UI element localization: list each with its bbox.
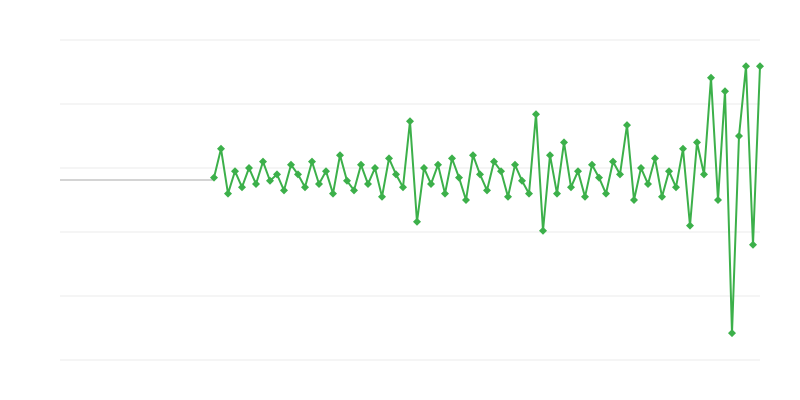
point-marker — [707, 73, 715, 82]
point-marker — [560, 138, 568, 147]
point-marker — [462, 196, 470, 204]
point-marker — [413, 217, 421, 226]
point-marker — [511, 160, 519, 169]
point-marker — [518, 176, 526, 185]
point-marker — [658, 192, 666, 201]
point-marker — [693, 138, 701, 147]
point-marker — [581, 192, 589, 201]
point-marker — [686, 221, 694, 230]
point-marker — [539, 226, 547, 235]
point-marker — [574, 167, 582, 176]
point-marker — [616, 170, 624, 179]
point-marker — [420, 164, 428, 172]
point-marker — [532, 110, 540, 119]
point-marker — [448, 154, 456, 163]
point-marker — [679, 144, 687, 153]
point-marker — [364, 180, 372, 188]
point-marker — [623, 121, 631, 130]
point-marker — [350, 186, 358, 195]
point-marker — [322, 167, 330, 176]
point-marker — [294, 170, 302, 179]
point-marker — [399, 183, 407, 192]
point-marker — [371, 164, 379, 172]
point-marker — [329, 189, 337, 198]
point-marker — [721, 87, 729, 96]
point-marker — [357, 160, 365, 169]
point-marker — [378, 192, 386, 201]
point-marker — [385, 154, 393, 163]
point-marker — [217, 144, 225, 153]
point-marker — [301, 183, 309, 192]
point-marker — [651, 154, 659, 163]
point-marker — [427, 180, 435, 188]
point-marker — [266, 176, 274, 185]
point-marker — [455, 173, 463, 182]
point-marker — [252, 180, 260, 188]
point-marker — [504, 192, 512, 201]
point-marker — [700, 170, 708, 179]
point-marker — [595, 173, 603, 182]
point-marker — [245, 164, 253, 172]
point-marker — [672, 183, 680, 192]
point-marker — [336, 151, 344, 160]
point-marker — [497, 167, 505, 176]
point-marker — [602, 189, 610, 198]
point-marker — [259, 157, 267, 166]
point-marker — [749, 240, 757, 249]
point-marker — [588, 160, 596, 169]
point-marker — [630, 196, 638, 204]
point-marker — [546, 151, 554, 160]
point-marker — [735, 132, 743, 140]
series-line — [213, 66, 761, 334]
point-marker — [273, 170, 281, 179]
point-marker — [476, 170, 484, 179]
point-marker — [280, 186, 288, 195]
point-marker — [490, 157, 498, 166]
point-marker — [287, 160, 295, 169]
point-marker — [525, 189, 533, 198]
point-marker — [315, 180, 323, 188]
point-marker — [469, 151, 477, 160]
point-marker — [441, 189, 449, 198]
point-marker — [742, 62, 750, 71]
point-marker — [392, 170, 400, 179]
point-marker — [210, 173, 218, 182]
point-marker — [434, 160, 442, 169]
point-marker — [224, 189, 232, 198]
point-marker — [567, 183, 575, 192]
point-marker — [343, 176, 351, 185]
point-marker — [714, 196, 722, 204]
point-marker — [637, 164, 645, 172]
point-marker — [231, 167, 239, 176]
point-marker — [238, 183, 246, 192]
point-marker — [308, 157, 316, 166]
point-marker — [756, 62, 764, 71]
point-marker — [609, 157, 617, 166]
point-marker — [553, 189, 561, 198]
point-marker — [644, 180, 652, 188]
point-marker — [483, 186, 491, 195]
point-marker — [406, 117, 414, 126]
point-marker — [728, 329, 736, 338]
point-marker — [665, 167, 673, 176]
